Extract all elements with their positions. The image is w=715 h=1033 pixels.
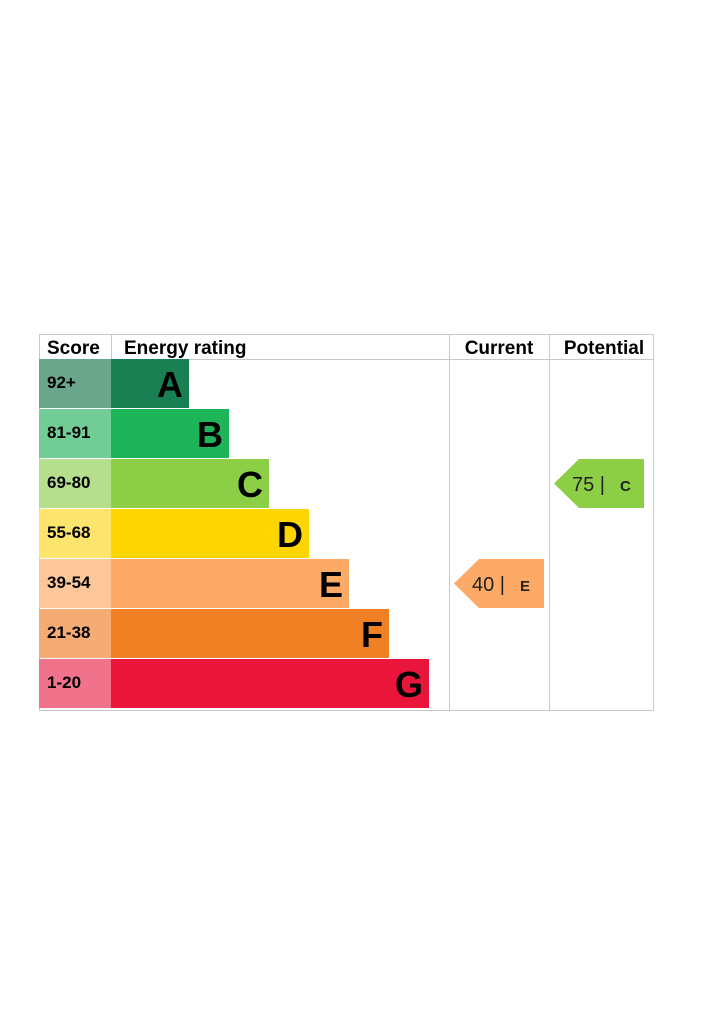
score-cell-d (39, 509, 111, 558)
band-bar-b (111, 409, 229, 458)
score-label-g: 1-20 (47, 673, 81, 692)
band-letter-a: A (157, 364, 183, 405)
band-bar-d (111, 509, 309, 558)
header-energy-rating: Energy rating (124, 338, 246, 359)
band-bar-e (111, 559, 349, 608)
current-rating-arrow (454, 559, 544, 608)
score-cell-g (39, 659, 111, 708)
score-label-b: 81-91 (47, 423, 90, 442)
score-cell-c (39, 459, 111, 508)
score-cell-e (39, 559, 111, 608)
potential-rating-letter: C (620, 478, 631, 495)
rating-bands: 92+ A 81-91 B 69-80 C 55-68 D 39-54 E 21-38 F 1-20 G (39, 359, 429, 708)
potential-rating-arrow (554, 459, 644, 508)
current-rating-letter: E (520, 578, 530, 595)
potential-rating-value: 75 | (572, 474, 605, 496)
score-label-c: 69-80 (47, 473, 90, 492)
rating-indicators: 40 | E 75 | C (454, 459, 644, 608)
band-bar-a (111, 359, 189, 408)
current-rating-value: 40 | (472, 574, 505, 596)
score-label-d: 55-68 (47, 523, 90, 542)
score-cell-b (39, 409, 111, 458)
band-letter-c: C (237, 464, 263, 505)
score-cell-f (39, 609, 111, 658)
band-letter-g: G (395, 664, 423, 705)
header-score: Score (47, 338, 100, 359)
band-bar-c (111, 459, 269, 508)
band-letter-d: D (277, 514, 303, 555)
band-bar-f (111, 609, 389, 658)
column-headers: Score Energy rating Current Potential (47, 338, 644, 359)
header-potential: Potential (564, 338, 644, 359)
band-letter-f: F (361, 614, 383, 655)
score-label-f: 21-38 (47, 623, 90, 642)
band-bar-g (111, 659, 429, 708)
header-current: Current (465, 338, 534, 359)
score-label-a: 92+ (47, 373, 76, 392)
band-letter-b: B (197, 414, 223, 455)
band-letter-e: E (319, 564, 343, 605)
score-cell-a (39, 359, 111, 408)
score-label-e: 39-54 (47, 573, 91, 592)
